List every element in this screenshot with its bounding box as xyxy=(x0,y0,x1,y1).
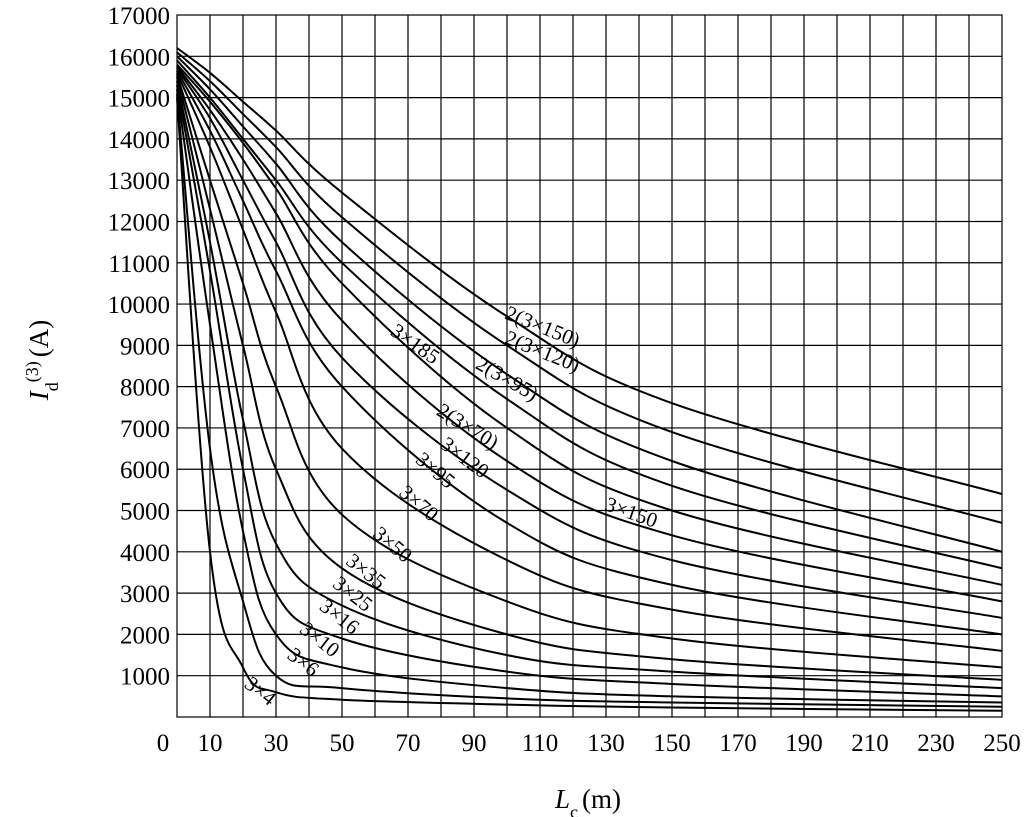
x-axis-title-unit: (m) xyxy=(582,784,621,814)
series-line xyxy=(176,63,1003,586)
series-line xyxy=(176,70,1003,636)
y-tick-label: 16000 xyxy=(108,44,171,71)
x-tick-label: 30 xyxy=(264,730,289,757)
y-tick-label: 2000 xyxy=(120,622,170,649)
y-axis-title: Id(3) (A) xyxy=(22,320,62,401)
x-tick-label: 150 xyxy=(653,730,691,757)
x-tick-label: 230 xyxy=(917,730,955,757)
y-tick-label: 4000 xyxy=(120,540,170,567)
x-axis-title: Lc (m) xyxy=(554,784,621,817)
y-tick-label: 15000 xyxy=(108,86,171,113)
y-tick-labels: 1000 2000 3000 4000 5000 6000 7000 8000 9000 1000… xyxy=(108,3,171,691)
y-tick-label: 12000 xyxy=(108,209,171,236)
series-line xyxy=(176,76,1003,681)
y-tick-label: 17000 xyxy=(108,3,171,30)
x-tick-label: 10 xyxy=(198,730,223,757)
x-tick-label: 70 xyxy=(396,730,421,757)
x-axis-title-sub: c xyxy=(570,802,578,817)
x-tick-label: 210 xyxy=(851,730,889,757)
x-tick-label: 130 xyxy=(587,730,625,757)
series-line xyxy=(176,55,1003,553)
x-axis-title-main: L xyxy=(554,784,570,814)
series-line xyxy=(176,74,1003,669)
x-tick-label: 110 xyxy=(522,730,559,757)
y-tick-label: 6000 xyxy=(120,457,170,484)
curves xyxy=(176,47,1003,712)
y-tick-label: 10000 xyxy=(108,292,171,319)
y-axis-title-sub: d xyxy=(42,382,62,391)
x-tick-label: 90 xyxy=(462,730,487,757)
series-line xyxy=(176,51,1003,524)
curve-label: 3×185 xyxy=(386,318,444,369)
x-tick-label: 190 xyxy=(785,730,823,757)
y-axis-title-sup: (3) xyxy=(22,361,43,382)
curve-label: 3×150 xyxy=(602,492,661,533)
y-tick-label: 8000 xyxy=(120,375,170,402)
curve-labels: 2(3×150)2(3×120)2(3×95)2(3×70)3×1853×120… xyxy=(240,301,661,711)
y-tick-label: 5000 xyxy=(120,499,170,526)
y-tick-label: 1000 xyxy=(120,664,170,691)
y-tick-label: 3000 xyxy=(120,581,170,608)
y-tick-label: 13000 xyxy=(108,168,171,195)
x-tick-labels: 0 10 30 50 70 90 110 130 150 170 190 210 230 250 xyxy=(157,730,1021,757)
series-line xyxy=(176,68,1003,619)
y-axis-title-unit: (A) xyxy=(24,320,54,357)
series-line xyxy=(176,89,1003,704)
series-line xyxy=(176,72,1003,652)
grid xyxy=(176,14,1003,718)
series-line xyxy=(176,97,1003,712)
curve-label: 3×70 xyxy=(395,480,444,526)
y-tick-label: 9000 xyxy=(120,333,170,360)
y-tick-label: 7000 xyxy=(120,416,170,443)
series-line xyxy=(176,47,1003,495)
series-line xyxy=(176,59,1003,570)
curve-label: 3×4 xyxy=(240,671,281,710)
series-line xyxy=(176,85,1003,698)
plot-frame xyxy=(176,14,1003,718)
y-tick-label: 11000 xyxy=(108,251,170,278)
x-tick-label: 170 xyxy=(719,730,757,757)
x-tick-label: 250 xyxy=(983,730,1021,757)
series-line xyxy=(176,65,1003,603)
y-tick-label: 14000 xyxy=(108,127,171,154)
x-tick-label: 0 xyxy=(157,730,170,757)
x-tick-label: 50 xyxy=(330,730,355,757)
series-line xyxy=(176,93,1003,708)
series-line xyxy=(176,80,1003,690)
y-axis-title-main: I xyxy=(24,389,54,401)
